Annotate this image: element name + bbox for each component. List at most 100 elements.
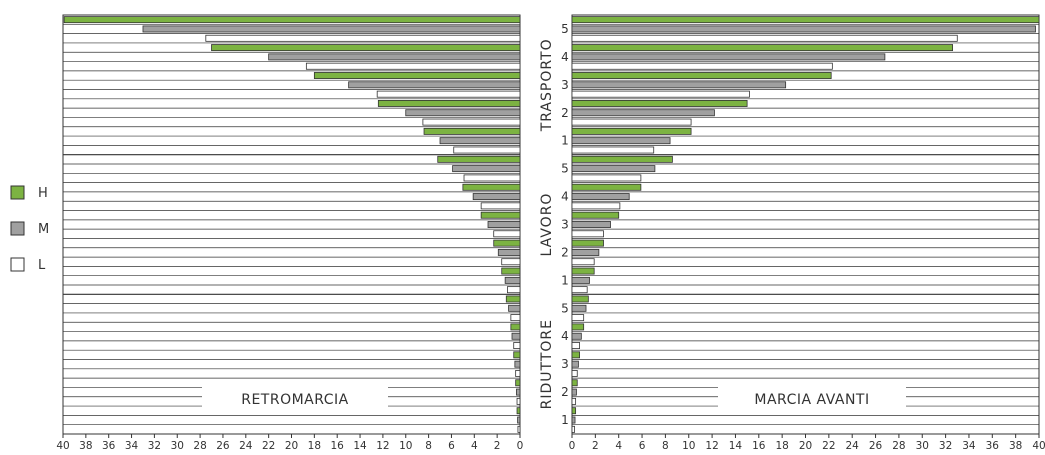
x-tick-label: 8 xyxy=(662,440,669,452)
gear-number: 1 xyxy=(561,413,569,427)
bar-forward-gear13-L xyxy=(571,370,578,377)
panel-title-reverse: RETROMARCIA xyxy=(202,386,388,412)
gear-number: 2 xyxy=(561,245,569,259)
bar-forward-gear4-M xyxy=(571,109,715,117)
gear-number: 5 xyxy=(561,301,569,315)
bar-reverse-gear14-L xyxy=(516,397,521,405)
bars-forward xyxy=(571,16,1040,433)
legend-swatch xyxy=(10,257,25,272)
x-tick-label: 18 xyxy=(308,440,321,452)
bar-reverse-gear7-M xyxy=(472,193,521,201)
bar-reverse-gear10-L xyxy=(507,286,521,294)
bar-forward-gear9-H xyxy=(571,239,604,247)
x-tick-label: 38 xyxy=(1009,440,1022,452)
bar-reverse-gear1-M xyxy=(142,25,521,33)
gear-number: 5 xyxy=(561,22,569,36)
bar-reverse-gear5-L xyxy=(453,146,521,154)
x-tick-label: 40 xyxy=(56,440,69,452)
bar-forward-gear2-M xyxy=(571,53,886,61)
gear-number: 2 xyxy=(561,106,569,120)
bar-reverse-gear13-L xyxy=(515,370,521,377)
bar-forward-gear1-H xyxy=(571,16,1040,24)
bar-forward-gear10-L xyxy=(571,286,588,294)
bar-forward-gear13-M xyxy=(571,360,579,368)
labels-layer: 5 4 3 2 1 TRASPORTO 5 4 3 2 1 LAVORO 5 4 3 2 1 RIDUTTORE R… xyxy=(202,22,906,427)
x-tick-label: 18 xyxy=(775,440,788,452)
group-label: RIDUTTORE xyxy=(539,319,555,409)
bar-forward-gear14-H xyxy=(571,379,578,387)
bar-forward-gear9-L xyxy=(571,258,595,266)
bar-reverse-gear2-L xyxy=(305,62,521,70)
panel-title-forward: MARCIA AVANTI xyxy=(718,386,906,412)
x-tick-label: 36 xyxy=(986,440,1000,452)
bar-reverse-gear14-H xyxy=(515,379,521,387)
x-tick-label: 14 xyxy=(729,440,743,452)
bar-forward-gear5-L xyxy=(571,146,655,154)
group-label: TRASPORTO xyxy=(539,38,555,132)
bar-reverse-gear11-M xyxy=(508,304,521,312)
gear-number: 2 xyxy=(561,385,569,399)
legend-label: H xyxy=(38,186,48,201)
legend-item-M: M xyxy=(10,221,49,237)
x-tick-label: 32 xyxy=(939,440,952,452)
bar-reverse-gear5-M xyxy=(439,137,521,145)
bar-reverse-gear15-M xyxy=(517,416,521,424)
x-tick-label: 20 xyxy=(799,440,812,452)
bar-reverse-gear2-H xyxy=(211,44,521,52)
x-tick-label: 10 xyxy=(399,440,412,452)
bar-reverse-gear9-L xyxy=(501,258,521,266)
bar-forward-gear2-H xyxy=(571,44,954,52)
bar-forward-gear12-M xyxy=(571,332,582,340)
bar-reverse-gear14-M xyxy=(516,388,521,396)
bar-forward-gear3-H xyxy=(571,72,832,79)
gear-number: 3 xyxy=(561,78,569,92)
x-tick-label: 16 xyxy=(752,440,766,452)
legend-label: L xyxy=(38,258,46,273)
x-tick-label: 30 xyxy=(171,440,184,452)
bar-reverse-gear9-H xyxy=(493,239,521,247)
bar-forward-gear6-M xyxy=(571,165,656,173)
bar-forward-gear14-L xyxy=(571,397,577,405)
bar-reverse-gear11-H xyxy=(505,295,521,303)
bar-reverse-gear7-L xyxy=(480,202,521,210)
x-tick-label: 8 xyxy=(425,440,432,452)
bar-forward-gear8-L xyxy=(571,230,604,238)
x-tick-label: 38 xyxy=(79,440,92,452)
bar-reverse-gear10-M xyxy=(504,276,521,284)
bar-reverse-gear11-L xyxy=(510,314,521,322)
bar-forward-gear4-H xyxy=(571,100,748,107)
x-tick-label: 26 xyxy=(216,440,230,452)
bar-forward-gear8-M xyxy=(571,221,611,228)
panel-title-box xyxy=(718,386,906,412)
bar-forward-gear12-H xyxy=(571,323,585,331)
bar-forward-gear4-L xyxy=(571,118,692,126)
bar-reverse-gear15-L xyxy=(517,425,521,433)
x-tick-label: 4 xyxy=(615,440,622,452)
bar-reverse-gear6-L xyxy=(463,174,521,182)
bars-reverse xyxy=(63,16,521,433)
x-tick-label: 12 xyxy=(376,440,389,452)
gear-number: 1 xyxy=(561,134,569,148)
bar-reverse-gear8-M xyxy=(487,221,521,228)
gear-number: 4 xyxy=(561,190,569,204)
bar-reverse-gear3-H xyxy=(313,72,521,79)
bar-forward-gear14-M xyxy=(571,388,577,396)
bar-reverse-gear3-L xyxy=(376,90,521,98)
bar-reverse-gear2-M xyxy=(268,53,521,61)
x-tick-label: 16 xyxy=(331,440,345,452)
bar-forward-gear15-M xyxy=(571,416,576,424)
bar-reverse-gear4-L xyxy=(422,118,521,126)
bar-forward-gear1-M xyxy=(571,25,1036,33)
bar-reverse-gear1-H xyxy=(63,16,521,24)
x-tick-label: 6 xyxy=(639,440,646,452)
x-tick-label: 6 xyxy=(448,440,455,452)
x-tick-label: 36 xyxy=(102,440,116,452)
gear-number: 3 xyxy=(561,218,569,232)
bar-reverse-gear4-H xyxy=(377,100,521,107)
bar-forward-gear3-L xyxy=(571,90,750,98)
panel-title: MARCIA AVANTI xyxy=(754,392,869,408)
legend-swatch xyxy=(10,185,25,200)
bar-forward-gear11-H xyxy=(571,295,589,303)
x-tick-label: 2 xyxy=(494,440,501,452)
